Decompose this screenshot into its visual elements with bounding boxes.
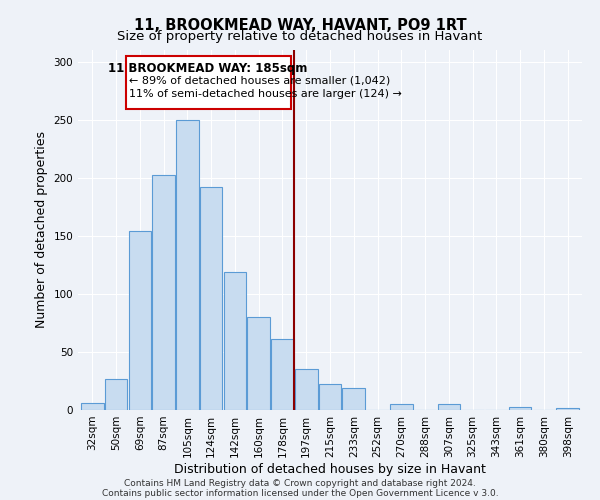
Bar <box>176 120 199 410</box>
Bar <box>319 384 341 410</box>
Bar <box>271 339 294 410</box>
Bar <box>128 231 151 410</box>
Bar <box>152 176 175 410</box>
Bar <box>390 404 413 410</box>
Bar <box>224 272 246 410</box>
FancyBboxPatch shape <box>125 56 291 109</box>
Bar <box>509 406 532 410</box>
Bar <box>437 404 460 410</box>
Bar <box>81 403 104 410</box>
Text: 11 BROOKMEAD WAY: 185sqm: 11 BROOKMEAD WAY: 185sqm <box>109 62 308 74</box>
Bar <box>295 370 317 410</box>
Text: 11, BROOKMEAD WAY, HAVANT, PO9 1RT: 11, BROOKMEAD WAY, HAVANT, PO9 1RT <box>134 18 466 32</box>
Text: 11% of semi-detached houses are larger (124) →: 11% of semi-detached houses are larger (… <box>129 90 402 100</box>
Text: ← 89% of detached houses are smaller (1,042): ← 89% of detached houses are smaller (1,… <box>129 76 391 86</box>
Bar <box>247 317 270 410</box>
Bar <box>105 378 127 410</box>
Text: Contains public sector information licensed under the Open Government Licence v : Contains public sector information licen… <box>101 488 499 498</box>
Y-axis label: Number of detached properties: Number of detached properties <box>35 132 48 328</box>
Bar <box>200 187 223 410</box>
Text: Contains HM Land Registry data © Crown copyright and database right 2024.: Contains HM Land Registry data © Crown c… <box>124 478 476 488</box>
Text: Size of property relative to detached houses in Havant: Size of property relative to detached ho… <box>118 30 482 43</box>
X-axis label: Distribution of detached houses by size in Havant: Distribution of detached houses by size … <box>174 462 486 475</box>
Bar <box>556 408 579 410</box>
Bar <box>343 388 365 410</box>
